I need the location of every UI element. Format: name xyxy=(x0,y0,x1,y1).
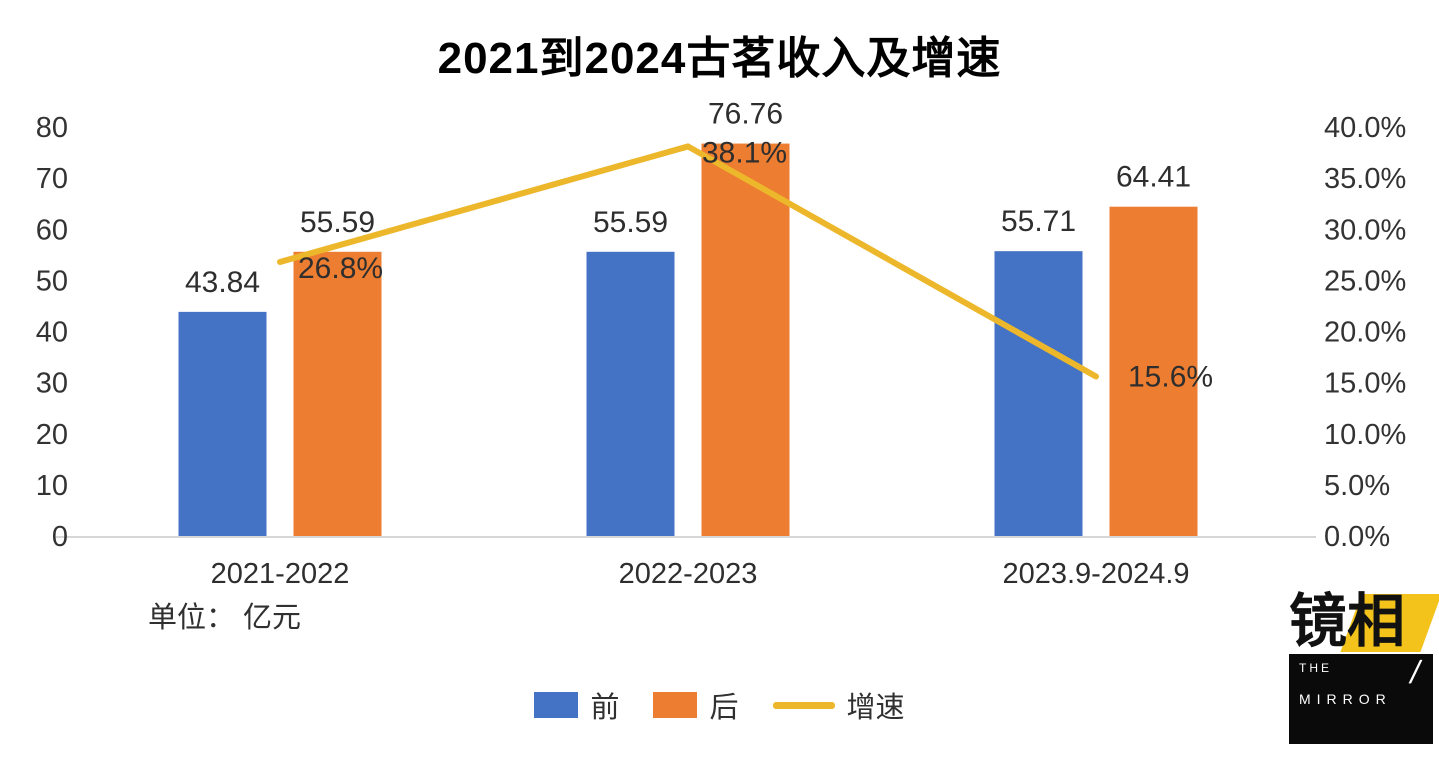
right-axis-tick-label: 10.0% xyxy=(1324,419,1406,451)
left-axis-tick-label: 0 xyxy=(52,521,68,553)
left-axis-tick-label: 60 xyxy=(36,214,68,246)
right-axis-tick-label: 0.0% xyxy=(1324,521,1390,553)
left-axis-tick-label: 50 xyxy=(36,265,68,297)
bar-后-2023.9-2024.9 xyxy=(1109,206,1198,537)
logo-word-the: THE xyxy=(1299,661,1332,675)
logo-word-mirror: MIRROR xyxy=(1299,691,1392,707)
bar-后-2022-2023 xyxy=(701,143,790,536)
legend-item-hou: 后 xyxy=(653,684,739,726)
chart-legend: 前 后 增速 xyxy=(0,684,1439,726)
line-value-label: 38.1% xyxy=(702,136,787,169)
mirror-logo-subtext: THE / MIRROR xyxy=(1289,654,1433,744)
unit-note-label: 单位： 亿元 xyxy=(148,602,302,634)
legend-swatch-zengsu xyxy=(772,701,835,709)
bar-value-label: 43.84 xyxy=(185,266,260,299)
legend-swatch-qian xyxy=(534,692,579,718)
logo-row-the: THE / xyxy=(1299,654,1427,690)
bar-value-label: 55.71 xyxy=(1001,205,1076,238)
bar-value-label: 64.41 xyxy=(1116,161,1191,194)
right-axis-tick-label: 40.0% xyxy=(1324,112,1406,144)
bar-前-2022-2023 xyxy=(586,251,675,536)
bar-value-label: 55.59 xyxy=(593,206,668,239)
line-value-label: 15.6% xyxy=(1128,360,1213,393)
logo-char-xiang: 相 xyxy=(1347,589,1406,654)
bar-前-2023.9-2024.9 xyxy=(994,251,1083,537)
logo-char-jing: 镜 xyxy=(1288,589,1347,654)
left-axis-tick-label: 80 xyxy=(36,112,68,144)
left-axis-tick-label: 30 xyxy=(36,368,68,400)
legend-swatch-hou xyxy=(653,692,698,718)
left-axis-tick-label: 10 xyxy=(36,470,68,502)
bar-前-2021-2022 xyxy=(178,311,267,536)
legend-label-qian: 前 xyxy=(590,692,620,724)
right-axis-tick-label: 20.0% xyxy=(1324,317,1406,349)
legend-label-zengsu: 增速 xyxy=(846,692,905,724)
bar-value-label: 76.76 xyxy=(708,98,783,131)
legend-item-qian: 前 xyxy=(534,684,619,726)
right-axis-tick-label: 30.0% xyxy=(1324,214,1406,246)
growth-rate-line xyxy=(277,143,1099,380)
left-axis-tick-label: 70 xyxy=(36,163,68,195)
x-axis-category-label: 2023.9-2024.9 xyxy=(1002,558,1189,590)
x-axis-category-label: 2021-2022 xyxy=(211,558,350,590)
x-axis-category-label: 2022-2023 xyxy=(619,558,758,590)
mirror-logo-wordmark: 镜相 xyxy=(1259,589,1439,656)
legend-label-hou: 后 xyxy=(709,692,739,724)
line-value-label: 26.8% xyxy=(298,252,383,285)
logo-slash: / xyxy=(1407,654,1427,690)
left-axis-tick-label: 40 xyxy=(36,317,68,349)
left-axis-tick-label: 20 xyxy=(36,419,68,451)
mirror-logo: 镜相 THE / MIRROR xyxy=(1259,589,1439,750)
bar-后-2021-2022 xyxy=(293,251,382,536)
right-axis-tick-label: 5.0% xyxy=(1324,470,1390,502)
right-axis-tick-label: 15.0% xyxy=(1324,368,1406,400)
chart-title: 2021到2024古茗收入及增速 xyxy=(437,34,1002,83)
legend-item-zengsu: 增速 xyxy=(772,684,905,726)
bar-value-label: 55.59 xyxy=(300,206,375,239)
right-axis-tick-label: 25.0% xyxy=(1324,265,1406,297)
right-axis-tick-label: 35.0% xyxy=(1324,163,1406,195)
